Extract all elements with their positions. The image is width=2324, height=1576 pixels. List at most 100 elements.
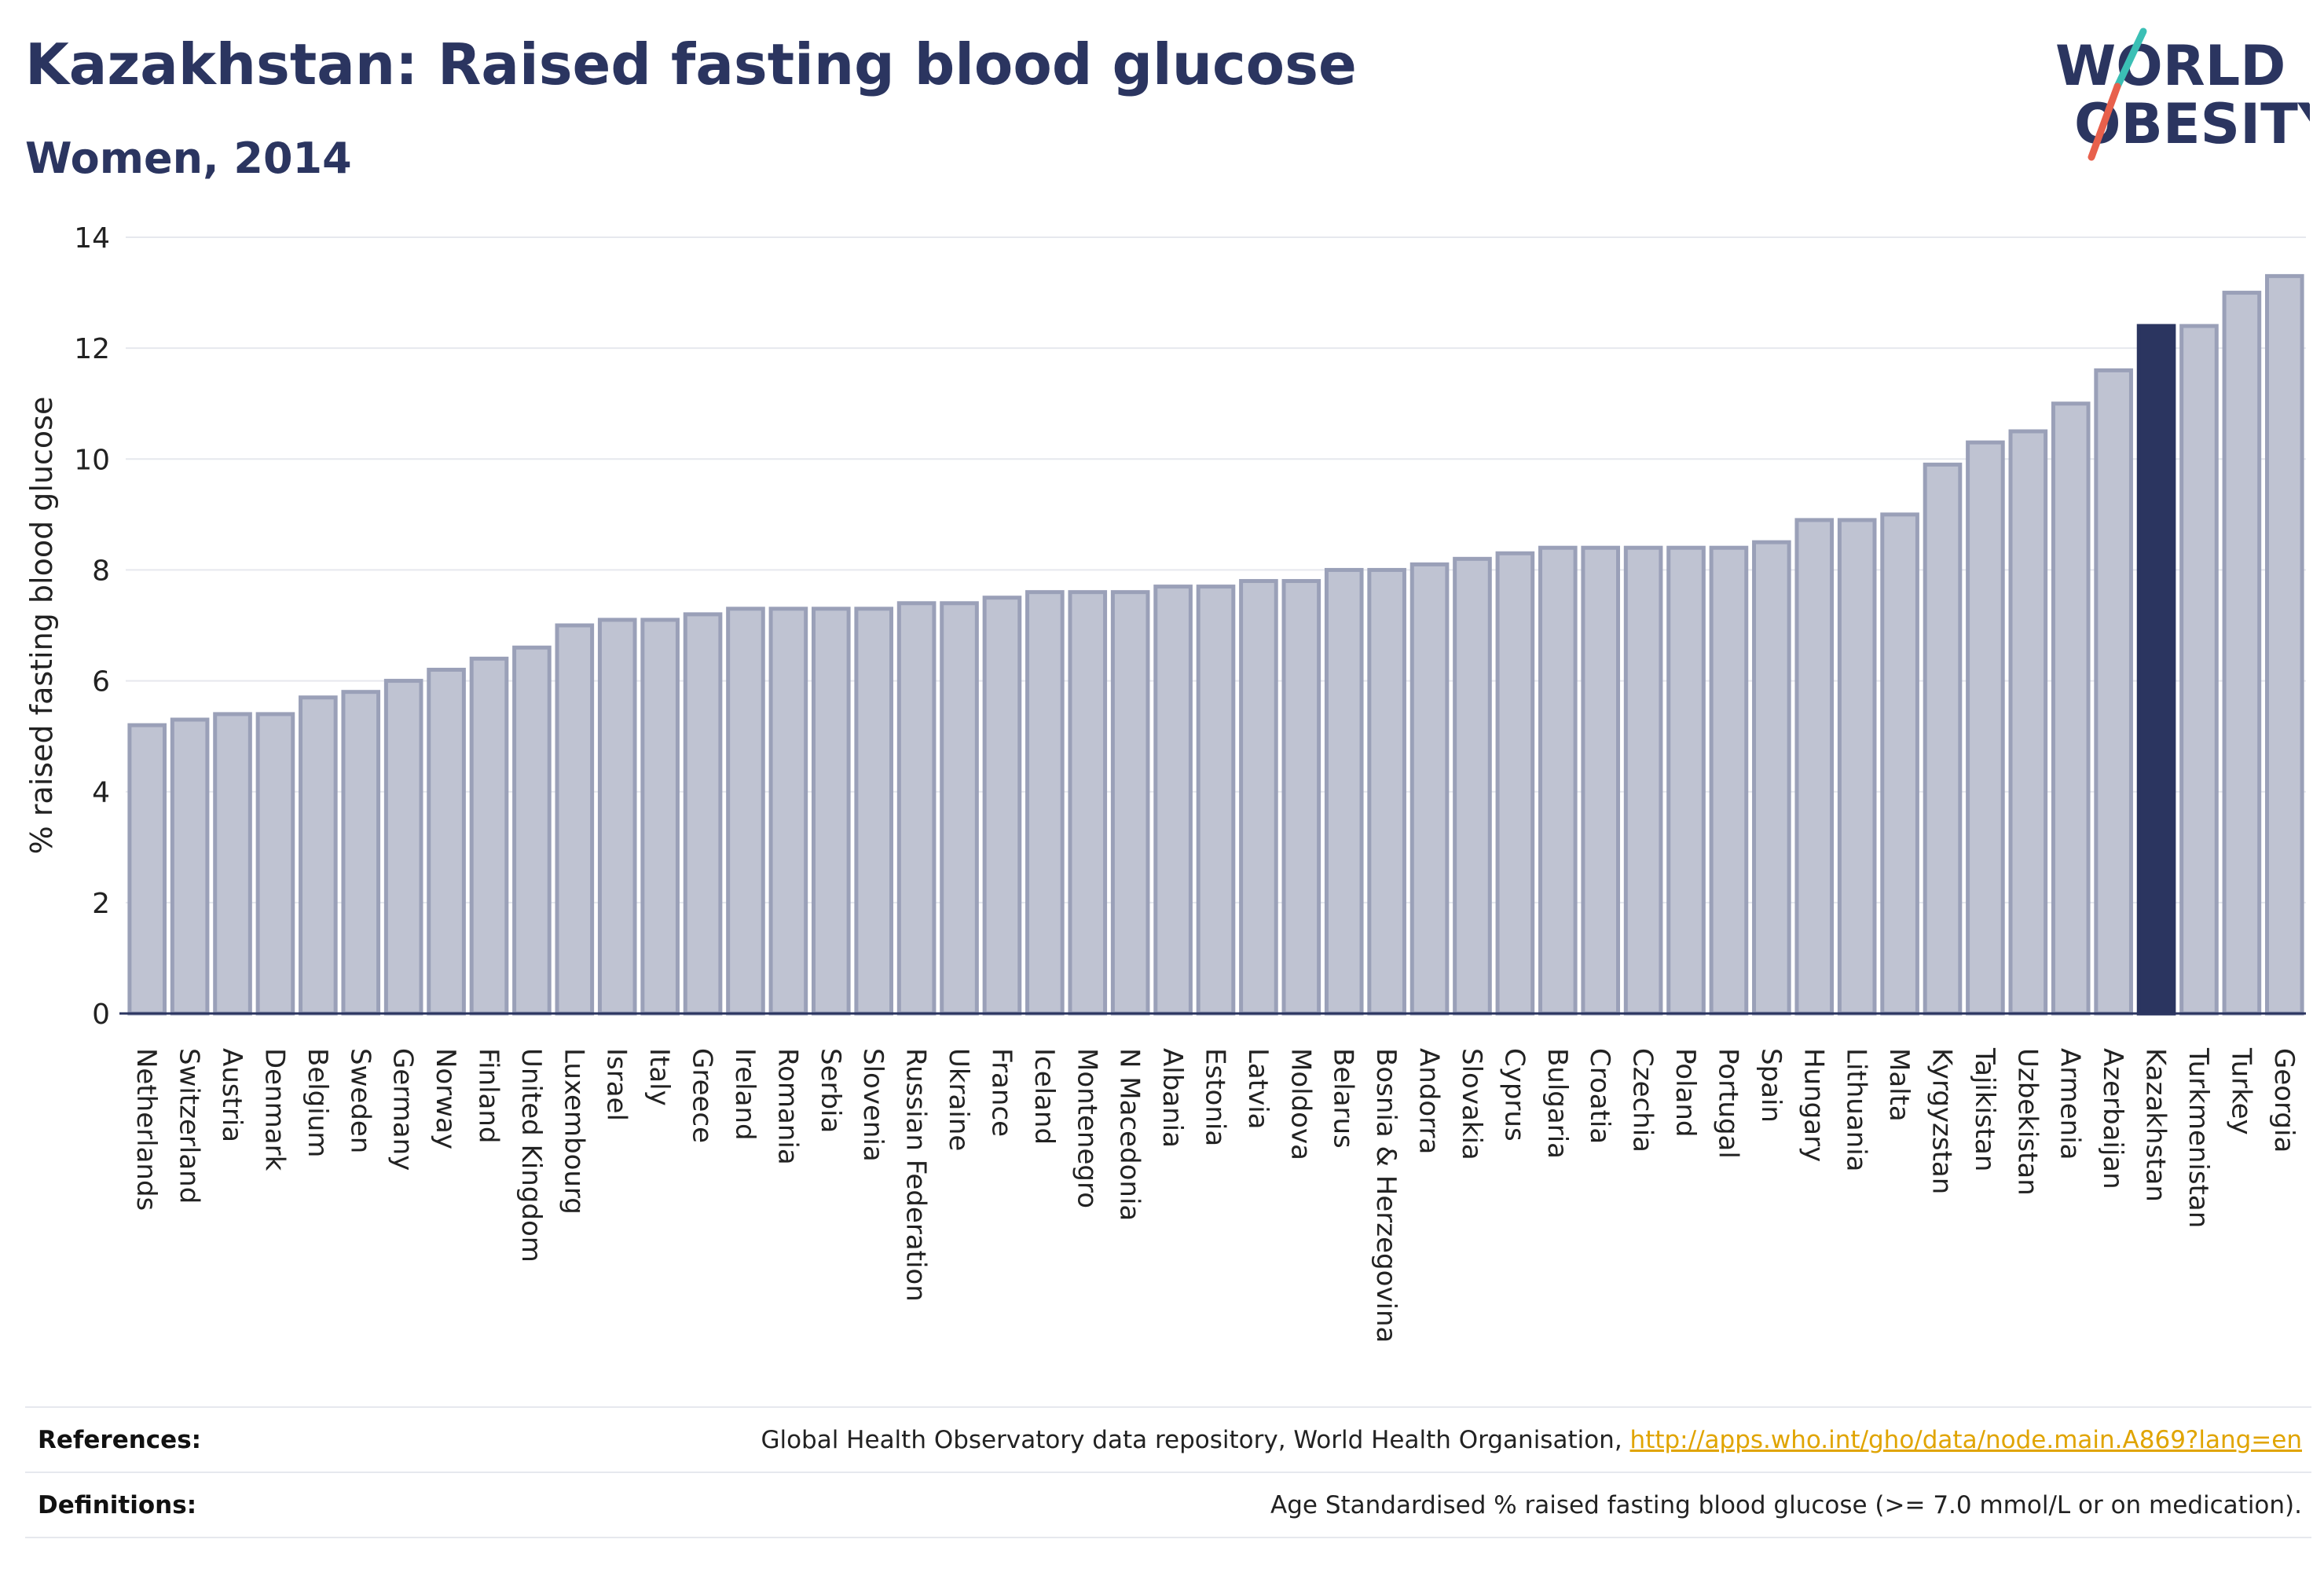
x-tick-label: Bulgaria bbox=[1541, 1048, 1573, 1159]
bar-ukraine bbox=[940, 601, 979, 1016]
bar-italy bbox=[640, 618, 680, 1016]
page-subtitle: Women, 2014 bbox=[25, 134, 352, 183]
world-obesity-logo: WORLD OBESITY bbox=[2051, 24, 2310, 165]
bar-estonia bbox=[1196, 585, 1236, 1016]
x-tick-label: Czechia bbox=[1627, 1048, 1659, 1153]
bar-netherlands bbox=[127, 723, 167, 1016]
x-tick-label: Estonia bbox=[1200, 1048, 1231, 1146]
bar-germany bbox=[383, 679, 423, 1016]
bar-bulgaria bbox=[1538, 545, 1578, 1016]
x-tick-label: Montenegro bbox=[1071, 1048, 1102, 1208]
logo-slash-red bbox=[2088, 82, 2121, 161]
x-tick-label: Israel bbox=[601, 1048, 632, 1121]
references-label: References: bbox=[38, 1426, 202, 1454]
x-tick-label: Denmark bbox=[258, 1048, 290, 1171]
bar-azerbaijan bbox=[2094, 368, 2133, 1016]
x-tick-label: Slovakia bbox=[1456, 1048, 1487, 1160]
bar-bosnia-herzegovina bbox=[1367, 567, 1406, 1016]
x-tick-label: Latvia bbox=[1242, 1048, 1274, 1130]
bar-hungary bbox=[1794, 518, 1835, 1016]
bar-romania bbox=[768, 607, 808, 1016]
x-tick-label: Italy bbox=[643, 1048, 675, 1106]
x-tick-label: Finland bbox=[473, 1048, 504, 1144]
x-tick-label: Hungary bbox=[1798, 1048, 1829, 1162]
bar-france bbox=[982, 596, 1022, 1016]
definitions-label: Definitions: bbox=[38, 1491, 197, 1519]
bar-denmark bbox=[255, 712, 295, 1016]
bar-poland bbox=[1666, 545, 1706, 1016]
x-tick-label: Kyrgyzstan bbox=[1926, 1048, 1958, 1194]
logo-line1: WORLD bbox=[2055, 34, 2286, 98]
x-tick-label: Andorra bbox=[1413, 1048, 1445, 1154]
x-tick-label: Poland bbox=[1670, 1048, 1701, 1138]
x-tick-label: Greece bbox=[687, 1048, 718, 1143]
bar-slovakia bbox=[1453, 556, 1492, 1016]
x-tick-label: Armenia bbox=[2055, 1048, 2086, 1160]
logo-slash-teal bbox=[2113, 27, 2147, 90]
bar-armenia bbox=[2051, 401, 2091, 1016]
bar-ireland bbox=[726, 607, 765, 1016]
x-tick-label: Sweden bbox=[344, 1048, 376, 1153]
references-text: Global Health Observatory data repositor… bbox=[761, 1426, 2302, 1454]
bar-sweden bbox=[341, 690, 381, 1016]
x-tick-label: Germany bbox=[387, 1048, 419, 1171]
bar-belgium bbox=[299, 695, 338, 1016]
x-tick-label: Switzerland bbox=[174, 1048, 205, 1204]
references-link[interactable]: http://apps.who.int/gho/data/node.main.A… bbox=[1629, 1426, 2302, 1454]
x-tick-layer: Netherlands Switzerland Austria Denmark Belg… bbox=[130, 1047, 2300, 1343]
bar-georgia bbox=[2264, 273, 2304, 1016]
y-tick-label: 10 bbox=[74, 444, 110, 476]
x-tick-label: Romania bbox=[772, 1048, 803, 1165]
bar-latvia bbox=[1239, 579, 1278, 1016]
bar-moldova bbox=[1281, 579, 1321, 1016]
x-tick-label: Iceland bbox=[1028, 1048, 1060, 1145]
y-axis-label: % raised fasting blood glucose bbox=[24, 397, 59, 855]
bar-layer bbox=[127, 273, 2304, 1016]
y-tick-label: 0 bbox=[92, 999, 110, 1031]
footer-divider-top bbox=[25, 1406, 2311, 1408]
bar-kazakhstan bbox=[2136, 324, 2176, 1016]
bar-turkmenistan bbox=[2179, 324, 2219, 1016]
x-tick-label: Turkmenistan bbox=[2183, 1047, 2214, 1228]
bar-spain bbox=[1752, 540, 1791, 1016]
x-tick-label: Austria bbox=[216, 1048, 247, 1142]
bar-montenegro bbox=[1068, 590, 1108, 1016]
x-tick-label: Lithuania bbox=[1841, 1048, 1872, 1171]
x-tick-label: Tajikistan bbox=[1969, 1047, 2000, 1171]
y-tick-label: 4 bbox=[92, 777, 110, 809]
x-tick-label: Luxembourg bbox=[558, 1048, 589, 1215]
bar-andorra bbox=[1409, 562, 1450, 1016]
bar-uzbekistan bbox=[2008, 429, 2048, 1016]
x-tick-label: Uzbekistan bbox=[2011, 1048, 2043, 1196]
x-tick-label: Malta bbox=[1883, 1048, 1915, 1122]
bar-finland bbox=[469, 656, 509, 1016]
x-tick-label: Albania bbox=[1157, 1048, 1188, 1148]
x-tick-label: Portugal bbox=[1712, 1048, 1743, 1159]
logo-graphic: WORLD OBESITY bbox=[2055, 27, 2310, 161]
x-tick-label: Croatia bbox=[1584, 1048, 1615, 1144]
definitions-row: Definitions: Age Standardised % raised f… bbox=[25, 1475, 2311, 1538]
x-tick-label: Belarus bbox=[1328, 1048, 1359, 1149]
x-tick-label: Spain bbox=[1755, 1048, 1787, 1123]
x-tick-label: Ireland bbox=[729, 1048, 761, 1141]
bar-kyrgyzstan bbox=[1923, 462, 1963, 1016]
x-tick-label: N Macedonia bbox=[1114, 1048, 1146, 1221]
bar-israel bbox=[597, 618, 637, 1016]
bar-cyprus bbox=[1495, 551, 1535, 1016]
y-tick-label: 8 bbox=[92, 555, 110, 587]
references-source: Global Health Observatory data repositor… bbox=[761, 1426, 1630, 1454]
bar-czechia bbox=[1623, 545, 1663, 1016]
bar-malta bbox=[1880, 512, 1919, 1016]
y-tick-label: 6 bbox=[92, 666, 110, 698]
bar-switzerland bbox=[170, 717, 210, 1016]
definitions-text: Age Standardised % raised fasting blood … bbox=[1270, 1491, 2302, 1519]
x-tick-label: Cyprus bbox=[1498, 1048, 1530, 1142]
references-row: References: Global Health Observatory da… bbox=[25, 1410, 2311, 1473]
x-tick-label: Serbia bbox=[815, 1048, 846, 1133]
x-tick-label: Netherlands bbox=[130, 1048, 162, 1211]
bar-belarus bbox=[1324, 567, 1364, 1016]
bar-serbia bbox=[811, 607, 851, 1016]
bar-greece bbox=[683, 612, 723, 1016]
x-tick-label: Moldova bbox=[1285, 1048, 1316, 1160]
x-tick-label: Russian Federation bbox=[900, 1048, 932, 1302]
